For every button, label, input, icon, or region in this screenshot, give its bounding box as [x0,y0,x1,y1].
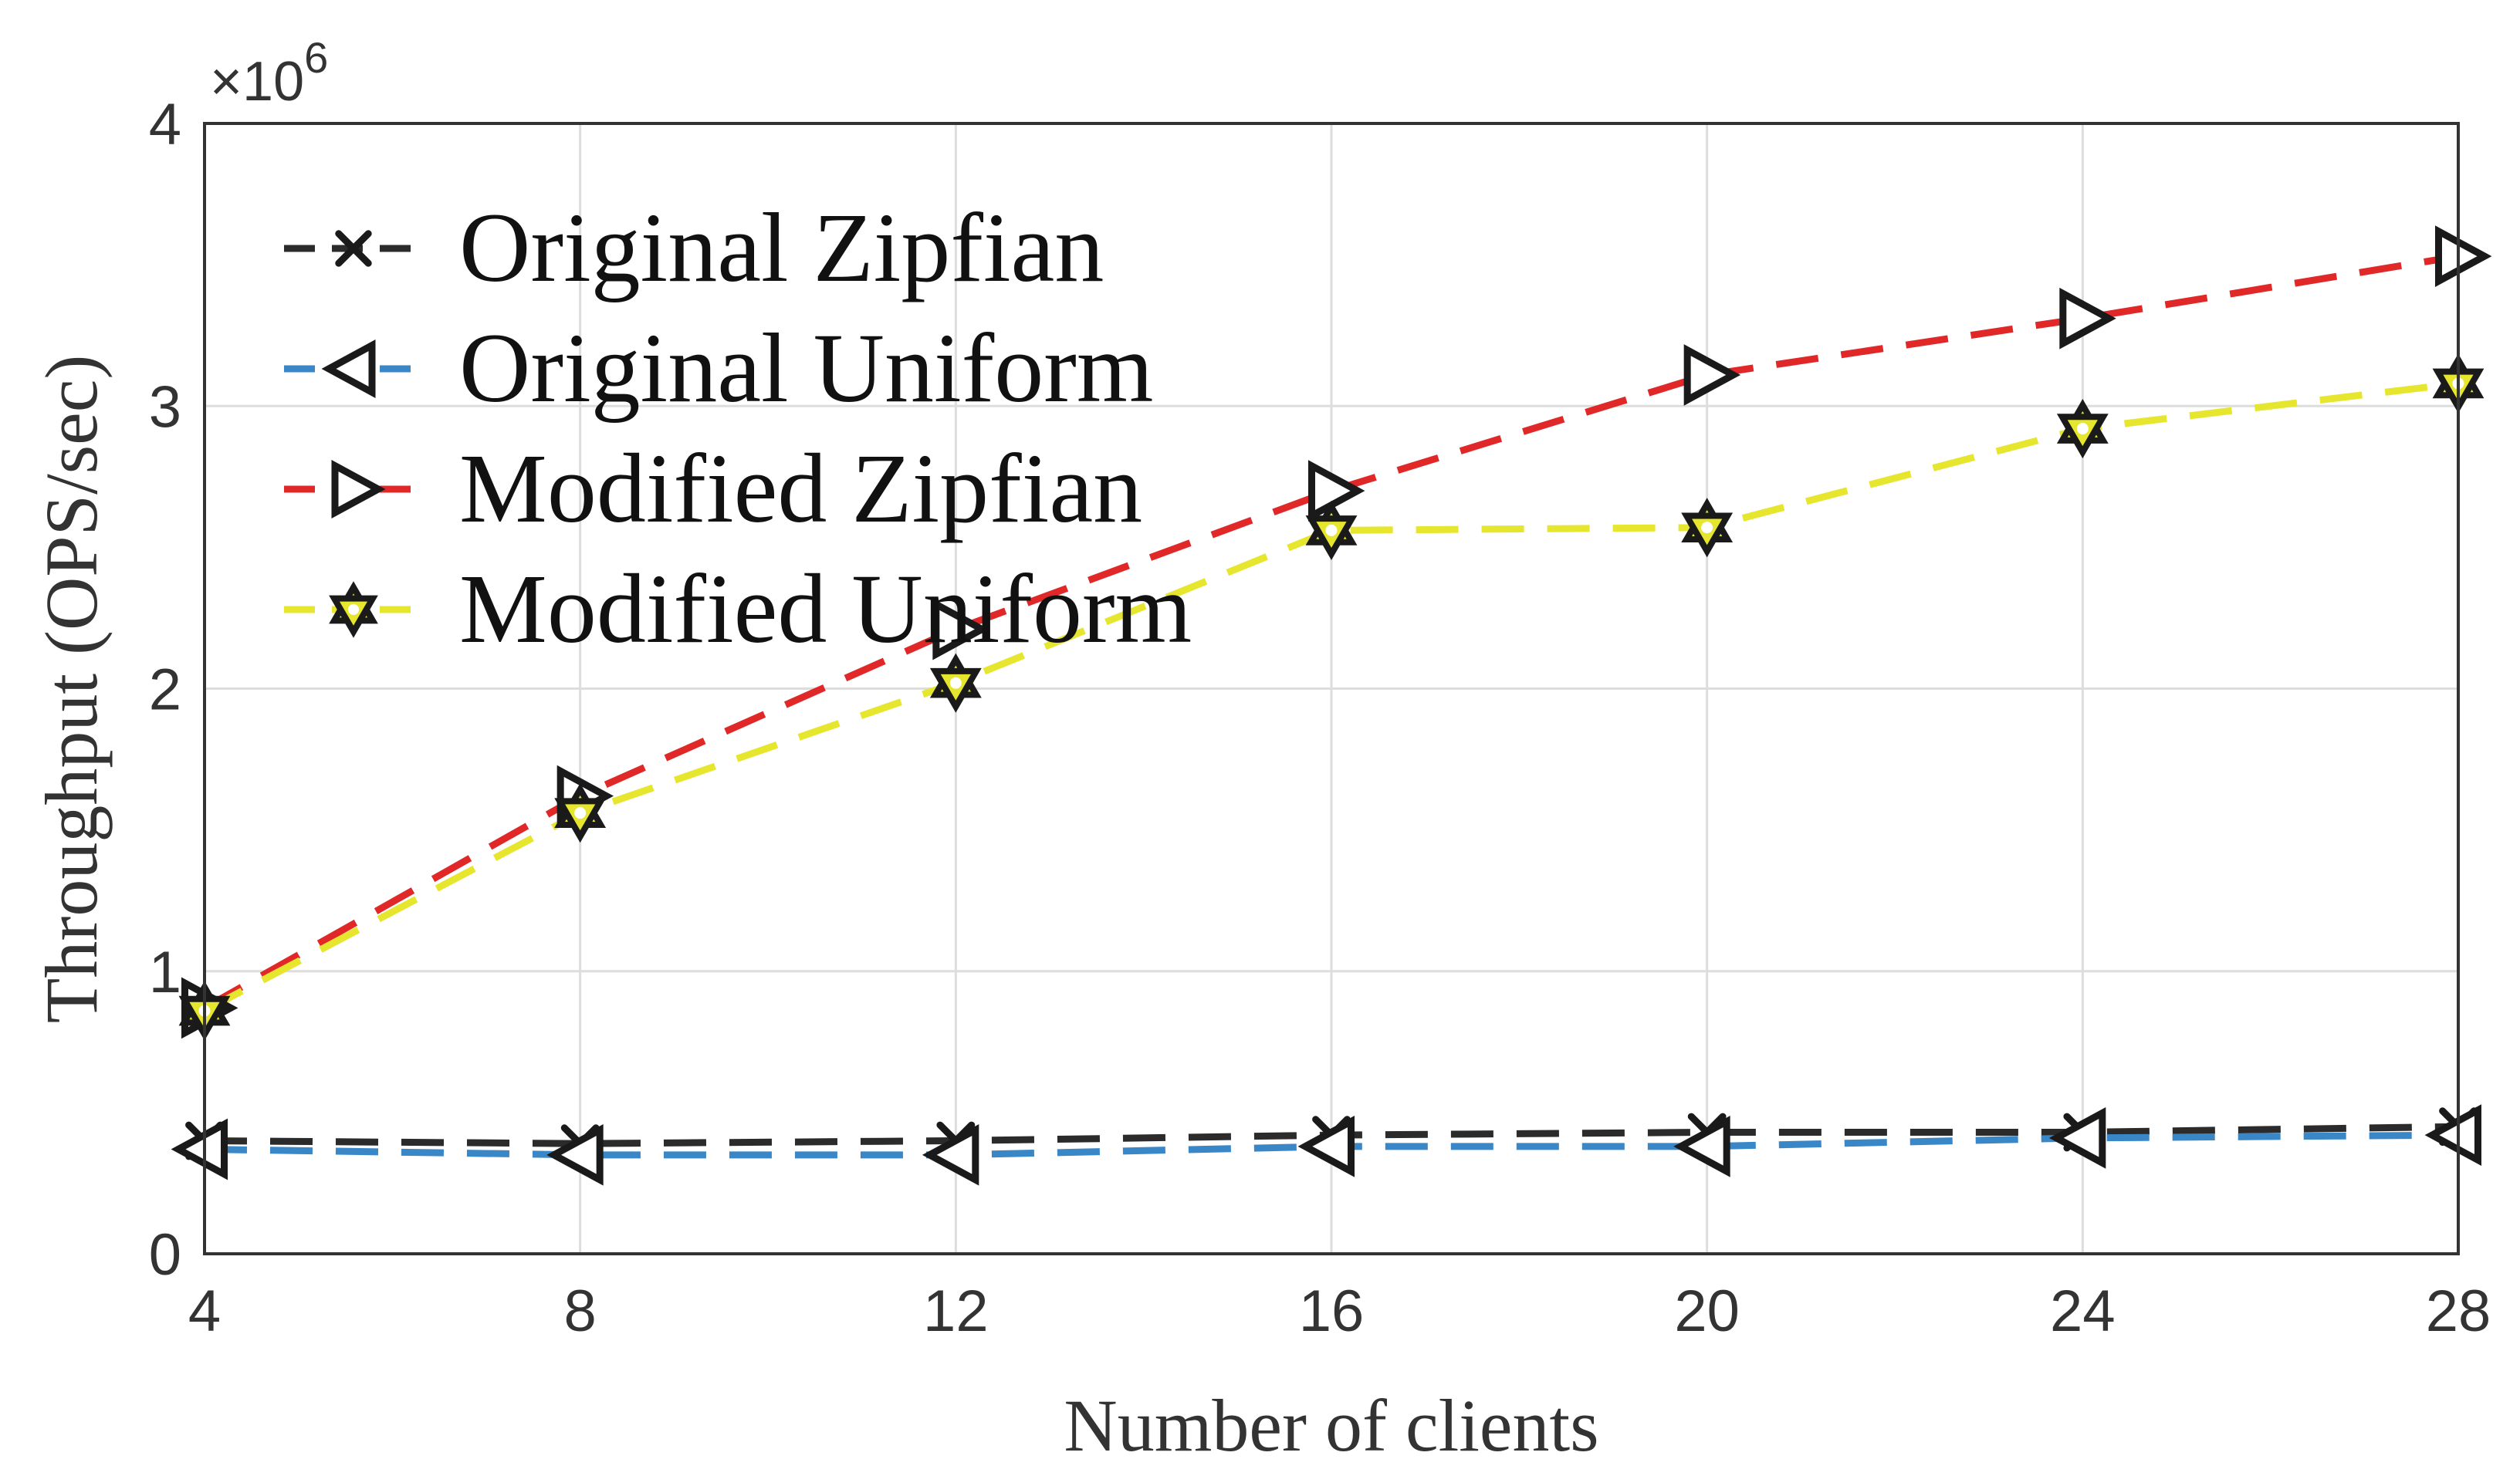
y-tick-label: 0 [149,1222,181,1288]
data-point-marker [2059,287,2116,350]
data-point-marker [1297,1115,1355,1177]
x-tick-label: 8 [564,1278,597,1344]
y-axis-ticks: 0 1 2 3 4 [149,92,181,1288]
data-point-marker [2048,1106,2106,1169]
x-tick-label: 16 [1299,1278,1365,1344]
data-point-marker [1683,344,1741,406]
y-axis-title: Throughput (OPS/sec) [30,355,113,1024]
legend-label: Modified Zipfian [459,434,1142,543]
data-point-marker [929,653,982,713]
y-multiplier-exponent: 6 [304,33,328,82]
y-multiplier-label: ×106 [210,33,328,113]
legend-label: Modified Uniform [459,554,1192,664]
y-tick-label: 1 [149,940,181,1005]
legend-marker [321,339,376,398]
legend-marker [335,230,372,267]
data-point-marker [171,1118,228,1180]
data-point-marker [2056,398,2109,459]
y-multiplier-base: ×10 [210,51,304,113]
data-point-marker [2435,225,2492,288]
legend-label: Original Zipfian [459,193,1104,302]
legend-marker [331,460,386,518]
y-tick-label: 3 [149,374,181,440]
x-tick-label: 28 [2426,1278,2491,1344]
data-point-marker [546,1123,604,1186]
x-tick-label: 12 [923,1278,989,1344]
x-tick-label: 24 [2050,1278,2116,1344]
legend-marker [329,581,378,638]
x-axis-title: Number of clients [1064,1384,1598,1467]
data-point-marker [922,1123,979,1186]
y-tick-label: 4 [149,92,181,157]
data-point-marker [554,783,607,843]
y-tick-label: 2 [149,657,181,723]
data-point-marker [1305,500,1358,561]
data-point-marker [1673,1115,1730,1177]
data-point-marker [2424,1104,2481,1167]
legend: Original Zipfian Original Uniform Modified… [284,193,1192,664]
legend-label: Original Uniform [459,313,1153,423]
data-point-marker [1681,498,1734,558]
plot-frame [203,122,2460,1255]
data-point-marker [932,598,989,660]
x-axis-ticks: 4 8 12 16 20 24 28 [188,1278,2491,1344]
x-tick-label: 4 [188,1278,221,1344]
x-tick-label: 20 [1674,1278,1740,1344]
data-point-marker [1308,460,1365,522]
